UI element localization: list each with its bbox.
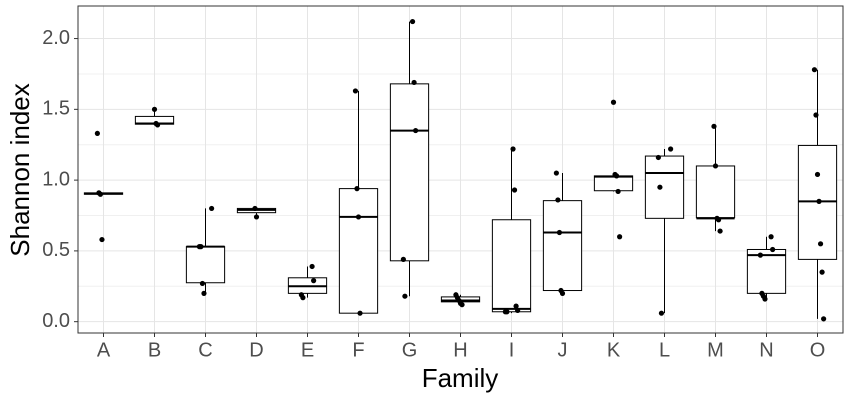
point bbox=[615, 188, 621, 195]
point bbox=[253, 214, 260, 220]
point bbox=[151, 106, 158, 112]
x-tick-label: H bbox=[453, 339, 467, 361]
box bbox=[338, 188, 379, 314]
point bbox=[300, 295, 306, 301]
box bbox=[185, 246, 226, 284]
point bbox=[97, 191, 104, 197]
x-tick-label: B bbox=[148, 339, 161, 361]
point bbox=[201, 290, 207, 296]
point bbox=[657, 184, 663, 190]
point bbox=[99, 236, 105, 243]
point bbox=[757, 252, 763, 258]
point bbox=[658, 310, 665, 316]
y-tick-label: 1.0 bbox=[42, 168, 70, 190]
point bbox=[768, 234, 774, 240]
point bbox=[511, 187, 518, 193]
x-tick-label: O bbox=[810, 339, 826, 361]
point bbox=[816, 198, 822, 204]
point bbox=[717, 228, 723, 234]
point bbox=[715, 217, 722, 223]
x-tick-label: F bbox=[352, 339, 364, 361]
y-tick-label: 0.5 bbox=[42, 239, 70, 261]
point bbox=[459, 302, 465, 308]
point bbox=[655, 154, 661, 161]
x-tick-label: D bbox=[249, 339, 263, 361]
box bbox=[746, 248, 787, 294]
y-tick-label: 0.0 bbox=[42, 310, 70, 332]
point bbox=[409, 18, 416, 25]
point bbox=[553, 170, 559, 176]
point bbox=[811, 67, 818, 73]
point bbox=[712, 163, 719, 169]
box bbox=[389, 83, 430, 262]
x-tick-label: J bbox=[558, 339, 568, 361]
x-tick-label: M bbox=[707, 339, 724, 361]
point bbox=[711, 123, 717, 129]
point bbox=[354, 186, 360, 192]
point bbox=[762, 296, 768, 302]
point bbox=[613, 173, 620, 179]
point bbox=[668, 146, 674, 152]
x-tick-label: K bbox=[607, 339, 621, 361]
point bbox=[515, 307, 521, 313]
point bbox=[355, 214, 362, 220]
point bbox=[821, 316, 827, 322]
point bbox=[770, 246, 776, 253]
x-tick-label: C bbox=[198, 339, 212, 361]
x-tick-label: I bbox=[509, 339, 515, 361]
point bbox=[402, 293, 408, 299]
box bbox=[542, 200, 583, 292]
x-tick-label: E bbox=[301, 339, 314, 361]
point bbox=[513, 303, 519, 309]
point bbox=[617, 234, 623, 240]
x-tick-label: N bbox=[759, 339, 773, 361]
point bbox=[252, 205, 258, 212]
box bbox=[491, 219, 532, 313]
point bbox=[352, 88, 359, 94]
point bbox=[610, 99, 617, 105]
x-tick-label: L bbox=[659, 339, 670, 361]
point bbox=[154, 122, 161, 128]
point bbox=[209, 205, 215, 212]
point bbox=[510, 146, 516, 152]
point bbox=[556, 229, 563, 236]
y-tick-label: 1.5 bbox=[42, 98, 70, 120]
point bbox=[357, 310, 363, 316]
point bbox=[199, 280, 206, 287]
y-tick-label: 2.0 bbox=[42, 27, 70, 49]
point bbox=[413, 127, 419, 134]
point bbox=[817, 241, 824, 247]
point bbox=[819, 269, 825, 275]
point bbox=[400, 256, 406, 262]
point bbox=[813, 112, 819, 118]
point bbox=[411, 79, 417, 86]
box bbox=[644, 155, 685, 219]
panel-border bbox=[77, 5, 844, 334]
point bbox=[814, 171, 821, 178]
point bbox=[311, 278, 317, 284]
x-tick-label: G bbox=[402, 339, 418, 361]
point bbox=[198, 244, 204, 250]
point bbox=[94, 130, 100, 137]
box bbox=[593, 175, 634, 192]
point bbox=[309, 263, 315, 270]
point bbox=[559, 290, 566, 296]
y-axis-title: Shannon index bbox=[5, 83, 35, 256]
box bbox=[695, 165, 736, 219]
point bbox=[504, 309, 510, 315]
x-tick-label: A bbox=[97, 339, 111, 361]
point bbox=[555, 197, 561, 203]
x-axis-title: Family bbox=[422, 363, 499, 393]
